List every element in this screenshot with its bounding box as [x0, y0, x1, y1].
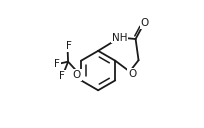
- Text: O: O: [141, 18, 149, 28]
- Text: F: F: [59, 71, 65, 81]
- Text: F: F: [54, 59, 60, 69]
- Text: NH: NH: [112, 33, 128, 42]
- Text: O: O: [128, 69, 136, 79]
- Text: O: O: [73, 70, 81, 80]
- Text: F: F: [66, 41, 72, 51]
